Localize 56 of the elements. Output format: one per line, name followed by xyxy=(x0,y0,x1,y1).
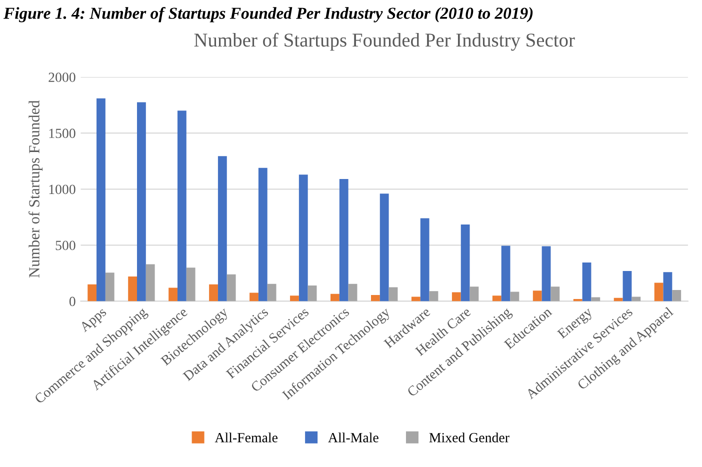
bar xyxy=(388,287,398,302)
legend-label: All-Female xyxy=(214,432,278,442)
y-tick-label: 1000 xyxy=(49,184,76,194)
bar xyxy=(186,268,196,302)
bar xyxy=(542,246,551,302)
bar xyxy=(672,290,682,302)
bar xyxy=(550,286,560,302)
y-tick-label: 2000 xyxy=(48,72,76,82)
caption: Figure 1. 4: Number of Startups Founded Per Industry Sector (2010 to 2019) xyxy=(3,7,533,22)
bar xyxy=(614,298,623,302)
bar xyxy=(582,262,592,302)
bar xyxy=(429,291,438,302)
bar xyxy=(177,110,186,302)
bar xyxy=(663,272,672,302)
bar xyxy=(168,288,178,302)
bar xyxy=(632,296,641,302)
bar xyxy=(258,168,268,302)
bar xyxy=(492,296,502,302)
bar xyxy=(209,284,218,302)
bar xyxy=(532,290,542,302)
legend-label: Mixed Gender xyxy=(429,432,510,442)
bar xyxy=(137,102,146,302)
bar xyxy=(470,286,479,302)
y-tick-label: 0 xyxy=(69,296,76,306)
bar xyxy=(290,296,299,302)
bar xyxy=(226,274,236,302)
y-tick-label: 500 xyxy=(56,240,76,250)
bar xyxy=(420,218,430,302)
bar xyxy=(308,286,317,302)
bar xyxy=(510,292,520,302)
bar xyxy=(460,224,470,302)
bar xyxy=(622,270,632,302)
bar xyxy=(591,297,600,302)
bar xyxy=(380,194,389,302)
legend-label: All-Male xyxy=(328,432,378,442)
bar xyxy=(654,282,664,302)
y-tick-label: 1500 xyxy=(49,128,76,138)
bar xyxy=(88,284,97,302)
bar xyxy=(128,276,137,302)
bar xyxy=(250,292,258,302)
bar xyxy=(573,298,582,302)
bar xyxy=(452,292,461,302)
bar xyxy=(298,174,308,302)
bar xyxy=(411,296,420,302)
bar xyxy=(330,294,340,302)
bar xyxy=(501,246,510,302)
bar xyxy=(96,98,106,302)
bar xyxy=(146,264,155,302)
bar xyxy=(218,156,227,302)
bar xyxy=(370,295,380,302)
chart-title: Number of Startups Founded Per Industry Sector xyxy=(194,32,575,51)
bar xyxy=(267,284,276,302)
bar xyxy=(105,272,114,302)
bar xyxy=(348,284,358,302)
y-axis-title: Number of Startups Founded xyxy=(28,100,43,278)
bar xyxy=(339,179,348,302)
